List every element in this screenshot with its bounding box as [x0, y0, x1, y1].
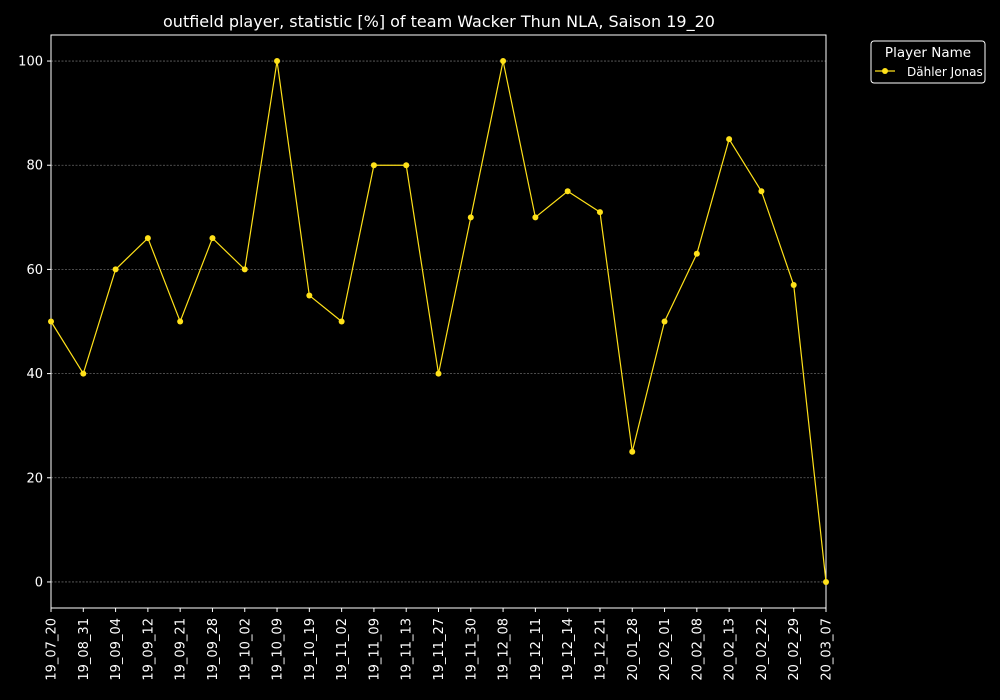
data-point [370, 162, 377, 169]
data-point [306, 292, 313, 299]
data-point [112, 266, 119, 273]
x-tick-label: 20_02_13 [723, 618, 738, 681]
data-point [564, 188, 571, 195]
y-tick-label: 0 [35, 575, 43, 590]
legend: Player Name Dähler Jonas [870, 40, 986, 84]
x-tick-label: 19_10_02 [238, 618, 253, 681]
legend-title: Player Name [885, 45, 971, 61]
data-point [80, 370, 87, 377]
data-series [48, 58, 829, 585]
x-tick-label: 20_02_22 [755, 618, 770, 681]
x-tick-label: 19_11_13 [400, 618, 415, 681]
data-point [403, 162, 410, 169]
data-point [48, 318, 54, 325]
data-point [661, 318, 668, 325]
y-tick-label: 100 [18, 55, 43, 70]
data-point [596, 209, 603, 216]
data-point [726, 136, 733, 143]
x-tick-label: 19_12_21 [593, 618, 608, 681]
data-point [274, 58, 281, 65]
data-point [823, 578, 829, 585]
x-tick-label: 19_07_20 [45, 618, 60, 681]
grid-lines [51, 60, 826, 583]
x-tick-label: 20_02_01 [658, 618, 673, 681]
data-point [790, 282, 797, 289]
y-tick-label: 40 [26, 367, 43, 382]
x-tick-label: 19_12_11 [529, 618, 544, 681]
x-tick-label: 19_10_19 [303, 618, 318, 681]
x-tick-label: 19_12_08 [497, 618, 512, 681]
x-tick-label: 19_11_02 [335, 618, 350, 681]
x-tick-label: 20_03_07 [820, 618, 835, 681]
data-point [177, 318, 184, 325]
data-point [209, 235, 216, 242]
data-point [693, 250, 700, 257]
x-tick-label: 20_02_08 [690, 618, 705, 681]
data-point [144, 235, 151, 242]
x-tick-label: 19_09_12 [141, 618, 156, 681]
x-tick-label: 20_01_28 [626, 618, 641, 681]
y-tick-label: 80 [26, 159, 43, 174]
x-tick-label: 19_09_21 [174, 618, 189, 681]
x-tick-label: 19_09_04 [109, 618, 124, 681]
data-point [338, 318, 345, 325]
x-tick-label: 19_11_09 [367, 618, 382, 681]
x-tick-label: 19_12_14 [561, 618, 576, 681]
legend-entry-label: Dähler Jonas [907, 65, 983, 79]
data-point [532, 214, 539, 221]
legend-marker-swatch [882, 68, 888, 74]
x-tick-label: 19_08_31 [77, 618, 92, 681]
x-tick-label: 20_02_29 [787, 618, 802, 681]
chart-title: outfield player, statistic [%] of team W… [163, 12, 715, 32]
data-point [241, 266, 248, 273]
x-tick-label: 19_11_30 [464, 618, 479, 681]
x-tick-label: 19_10_09 [271, 618, 286, 681]
data-point [758, 188, 765, 195]
x-tick-label: 19_11_27 [432, 618, 447, 681]
data-point [467, 214, 474, 221]
axes: 0 20 40 60 80 100 19_07_20 19_08_31 19_09_04 19_0… [18, 34, 835, 681]
x-tick-label: 19_09_28 [206, 618, 221, 681]
data-point [629, 448, 636, 455]
legend-box [870, 40, 986, 84]
y-tick-label: 60 [26, 263, 43, 278]
y-tick-label: 20 [26, 471, 43, 486]
data-point [500, 58, 507, 65]
data-point [435, 370, 442, 377]
